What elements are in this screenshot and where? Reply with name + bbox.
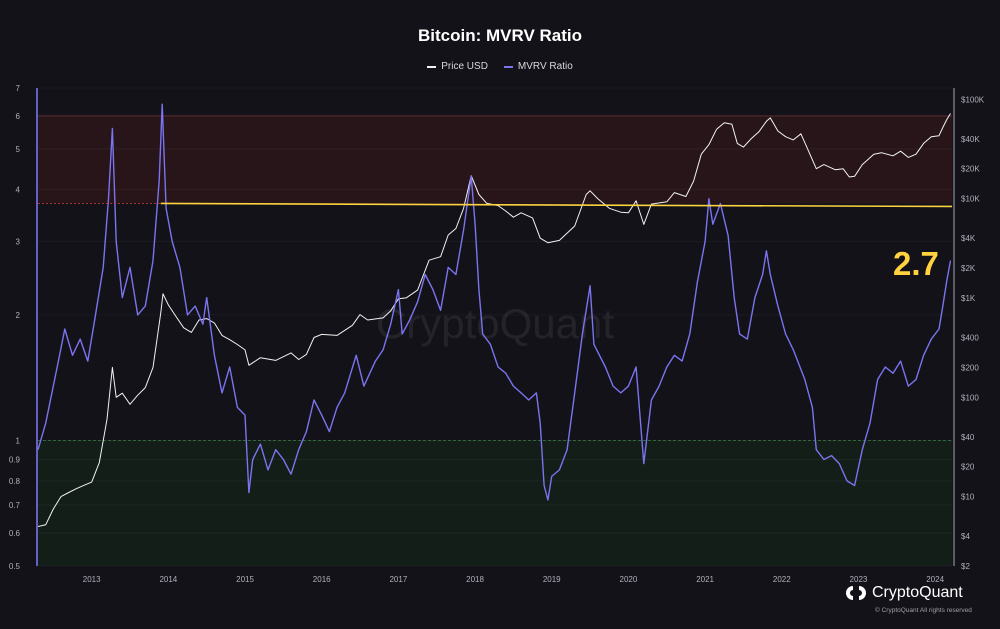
undervalued-zone <box>38 440 952 566</box>
x-axis-tick-label: 2016 <box>313 575 331 584</box>
right-axis-tick-label: $20 <box>961 463 975 472</box>
chart-title: Bitcoin: MVRV Ratio <box>417 26 583 45</box>
left-axis-tick-label: 0.9 <box>9 456 21 465</box>
x-axis-tick-label: 2018 <box>466 575 484 584</box>
right-axis-tick-label: $100K <box>961 95 985 104</box>
left-axis-tick-label: 0.8 <box>9 477 21 486</box>
x-axis-tick-label: 2024 <box>926 575 944 584</box>
threshold-line <box>160 202 953 208</box>
left-axis-tick-label: 7 <box>16 84 21 93</box>
x-axis-tick-label: 2021 <box>696 575 714 584</box>
series-line-price <box>37 113 951 527</box>
legend-swatch-price <box>427 65 437 68</box>
watermark-text: CryptoQuant <box>376 300 614 347</box>
left-axis-tick-label: 2 <box>16 311 21 320</box>
right-axis-tick-label: $2 <box>961 562 970 571</box>
right-axis-tick-label: $100 <box>961 393 979 402</box>
right-axis-tick-label: $40K <box>961 135 980 144</box>
left-axis-tick-label: 3 <box>16 237 21 246</box>
left-axis-tick-label: 5 <box>16 145 21 154</box>
cryptoquant-logo-icon <box>846 586 866 600</box>
right-axis-tick-label: $1K <box>961 294 976 303</box>
left-axis-tick-label: 4 <box>16 185 21 194</box>
right-axis-tick-label: $400 <box>961 333 979 342</box>
right-axis-tick-label: $200 <box>961 363 979 372</box>
right-axis-tick-label: $40 <box>961 433 975 442</box>
x-axis-tick-label: 2023 <box>850 575 868 584</box>
x-axis-tick-label: 2014 <box>159 575 177 584</box>
right-axis-tick-label: $10K <box>961 195 980 204</box>
cryptoquant-logo: CryptoQuant <box>845 584 963 602</box>
overvalued-zone <box>38 115 952 204</box>
x-axis-tick-label: 2013 <box>83 575 101 584</box>
logo-text: CryptoQuant <box>872 584 963 601</box>
right-axis-tick-label: $10 <box>961 493 975 502</box>
x-axis-tick-label: 2019 <box>543 575 561 584</box>
legend-item-mvrv[interactable]: MVRV Ratio <box>503 61 573 72</box>
left-axis-tick-label: 1 <box>16 436 21 445</box>
left-axis-tick-label: 0.7 <box>9 501 21 510</box>
x-axis-tick-label: 2015 <box>236 575 254 584</box>
right-axis-tick-label: $20K <box>961 165 980 174</box>
x-axis-tick-label: 2022 <box>773 575 791 584</box>
legend-label-mvrv: MVRV Ratio <box>517 61 573 72</box>
right-axis-tick-label: $4K <box>961 234 976 243</box>
right-axis-tick-label: $2K <box>961 264 976 273</box>
chart-legend: Price USD MVRV Ratio <box>0 61 1000 72</box>
current-mvrv-callout: 2.7 <box>893 245 939 282</box>
left-axis-tick-label: 0.5 <box>9 562 21 571</box>
series-line-mvrv <box>37 103 952 501</box>
legend-swatch-mvrv <box>503 65 513 68</box>
legend-label-price: Price USD <box>441 61 488 72</box>
legend-item-price[interactable]: Price USD <box>427 61 488 72</box>
right-axis-tick-label: $4 <box>961 532 970 541</box>
left-axis-tick-label: 0.6 <box>9 529 21 538</box>
x-axis-tick-label: 2017 <box>389 575 407 584</box>
copyright-text: © CryptoQuant All rights reserved <box>875 607 972 614</box>
x-axis-tick-label: 2020 <box>620 575 638 584</box>
left-axis-tick-label: 6 <box>16 112 21 121</box>
